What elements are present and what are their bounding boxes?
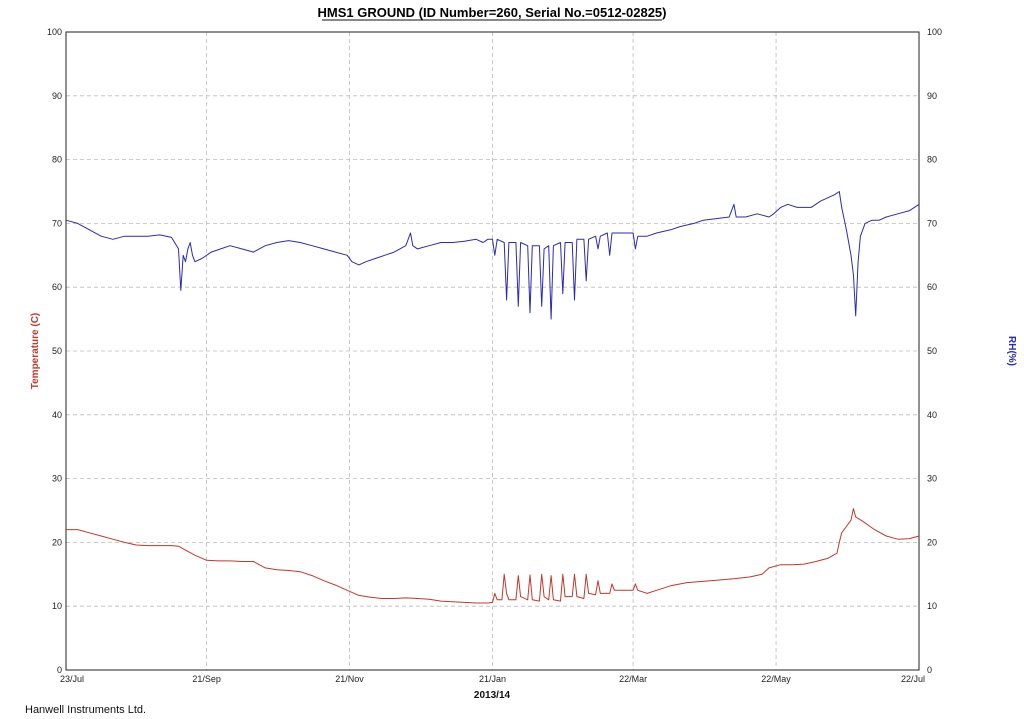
y-tick-label-right: 60 — [927, 282, 937, 292]
x-tick-label: 21/Sep — [192, 674, 221, 684]
y-tick-label-left: 40 — [52, 410, 62, 420]
y-tick-label-left: 20 — [52, 537, 62, 547]
temperature-series-line — [66, 508, 920, 604]
y-tick-label-left: 50 — [52, 346, 62, 356]
x-tick-label: 22/May — [761, 674, 791, 684]
y-tick-label-right: 10 — [927, 601, 937, 611]
x-tick-label: 21/Nov — [335, 674, 364, 684]
y-tick-label-left: 80 — [52, 155, 62, 165]
x-tick-label: 22/Jul — [901, 674, 925, 684]
y-tick-label-left: 10 — [52, 601, 62, 611]
y-tick-label-right: 90 — [927, 91, 937, 101]
x-tick-label: 22/Mar — [619, 674, 647, 684]
y-tick-label-left: 90 — [52, 91, 62, 101]
x-tick-label: 23/Jul — [60, 674, 84, 684]
y-tick-label-left: 30 — [52, 474, 62, 484]
x-axis-label: 2013/14 — [474, 690, 511, 701]
rh-series-line — [65, 191, 920, 320]
y-tick-label-left: 100 — [47, 27, 62, 37]
series-lines — [65, 191, 920, 604]
y-axis-label-right: RH(%) — [1006, 336, 1017, 366]
footer-credit: Hanwell Instruments Ltd. — [25, 704, 147, 716]
plot-frame — [65, 31, 920, 671]
y-axis-label-left: Temperature (C) — [30, 313, 41, 390]
y-tick-label-right: 40 — [927, 410, 937, 420]
tick-labels: 0 0 10 10 20 20 30 30 40 40 50 50 60 60 70 70 80 80 90 90 10… — [47, 27, 942, 684]
y-tick-label-right: 100 — [927, 27, 942, 37]
y-tick-label-right: 20 — [927, 537, 937, 547]
y-tick-label-right: 0 — [927, 665, 932, 675]
y-tick-label-left: 0 — [57, 665, 62, 675]
y-tick-label-right: 70 — [927, 218, 937, 228]
y-tick-label-left: 60 — [52, 282, 62, 292]
grid — [66, 32, 919, 670]
y-tick-label-right: 80 — [927, 155, 937, 165]
y-tick-label-right: 30 — [927, 474, 937, 484]
y-tick-label-right: 50 — [927, 346, 937, 356]
chart-title: HMS1 GROUND (ID Number=260, Serial No.=0… — [318, 5, 667, 20]
x-tick-label: 21/Jan — [479, 674, 506, 684]
y-tick-label-left: 70 — [52, 218, 62, 228]
